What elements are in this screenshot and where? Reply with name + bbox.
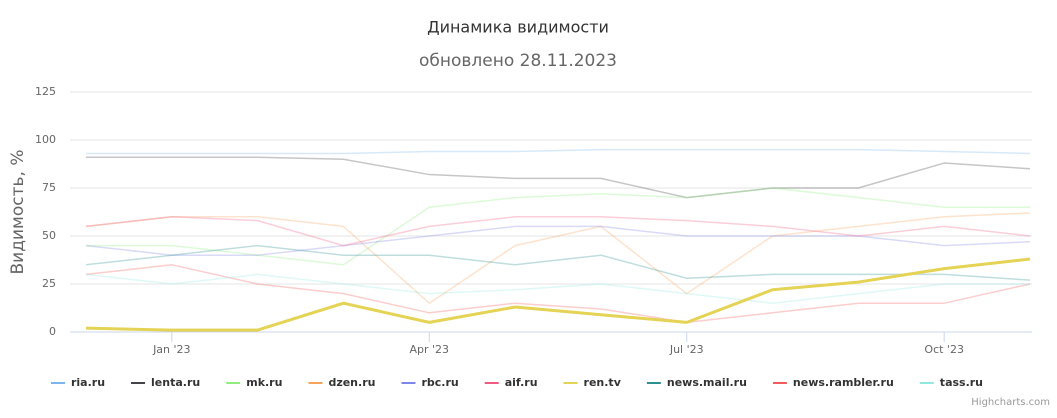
credits[interactable]: Highcharts.com <box>971 397 1050 408</box>
legend-item[interactable]: ria.ru <box>50 376 105 389</box>
y-tick-label: 75 <box>42 181 56 194</box>
legend-label: aif.ru <box>505 376 538 389</box>
legend-label: mk.ru <box>246 376 282 389</box>
legend-label: ren.tv <box>584 376 622 389</box>
y-tick-label: 125 <box>35 85 56 98</box>
legend-item[interactable]: news.mail.ru <box>646 376 747 389</box>
legend-label: tass.ru <box>940 376 983 389</box>
x-tick-label: Apr '23 <box>409 343 449 356</box>
legend-item[interactable]: aif.ru <box>484 376 538 389</box>
legend-label: ria.ru <box>71 376 105 389</box>
legend-item[interactable]: news.rambler.ru <box>772 376 894 389</box>
series-line <box>85 244 1031 281</box>
chart-title: Динамика видимости <box>427 18 609 37</box>
legend-label: dzen.ru <box>328 376 375 389</box>
series-line <box>85 212 1031 304</box>
legend-label: news.rambler.ru <box>793 376 894 389</box>
y-tick-label: 25 <box>42 277 56 290</box>
x-tick-label: Jan '23 <box>152 343 190 356</box>
legend-item[interactable]: lenta.ru <box>131 376 200 389</box>
series-line <box>86 156 1031 199</box>
legend-item[interactable]: ren.tv <box>563 376 622 389</box>
y-tick-label: 0 <box>49 325 56 338</box>
legend-label: lenta.ru <box>151 376 200 389</box>
legend-item[interactable]: mk.ru <box>226 376 282 389</box>
x-tick-label: Jul '23 <box>669 343 704 356</box>
legend: ria.ru lenta.ru mk.ru dzen.ru rbc.ru aif.ru re… <box>50 376 983 389</box>
series-line <box>86 187 1030 266</box>
chart-subtitle: обновлено 28.11.2023 <box>419 51 617 71</box>
legend-item[interactable]: dzen.ru <box>308 376 375 389</box>
series-line <box>85 216 1031 247</box>
series-line <box>85 273 1030 304</box>
y-tick-label: 50 <box>42 229 56 242</box>
legend-item[interactable]: rbc.ru <box>401 376 459 389</box>
legend-label: news.mail.ru <box>667 376 747 389</box>
legend-label: rbc.ru <box>421 376 458 389</box>
series-line <box>85 225 1031 256</box>
series-line <box>86 148 1031 155</box>
legend-item[interactable]: tass.ru <box>919 376 983 389</box>
x-tick-label: Oct '23 <box>924 343 964 356</box>
y-axis-title: Видимость, % <box>8 150 28 275</box>
series-line <box>85 264 1031 324</box>
series-line <box>85 257 1031 332</box>
y-tick-label: 100 <box>35 133 56 146</box>
